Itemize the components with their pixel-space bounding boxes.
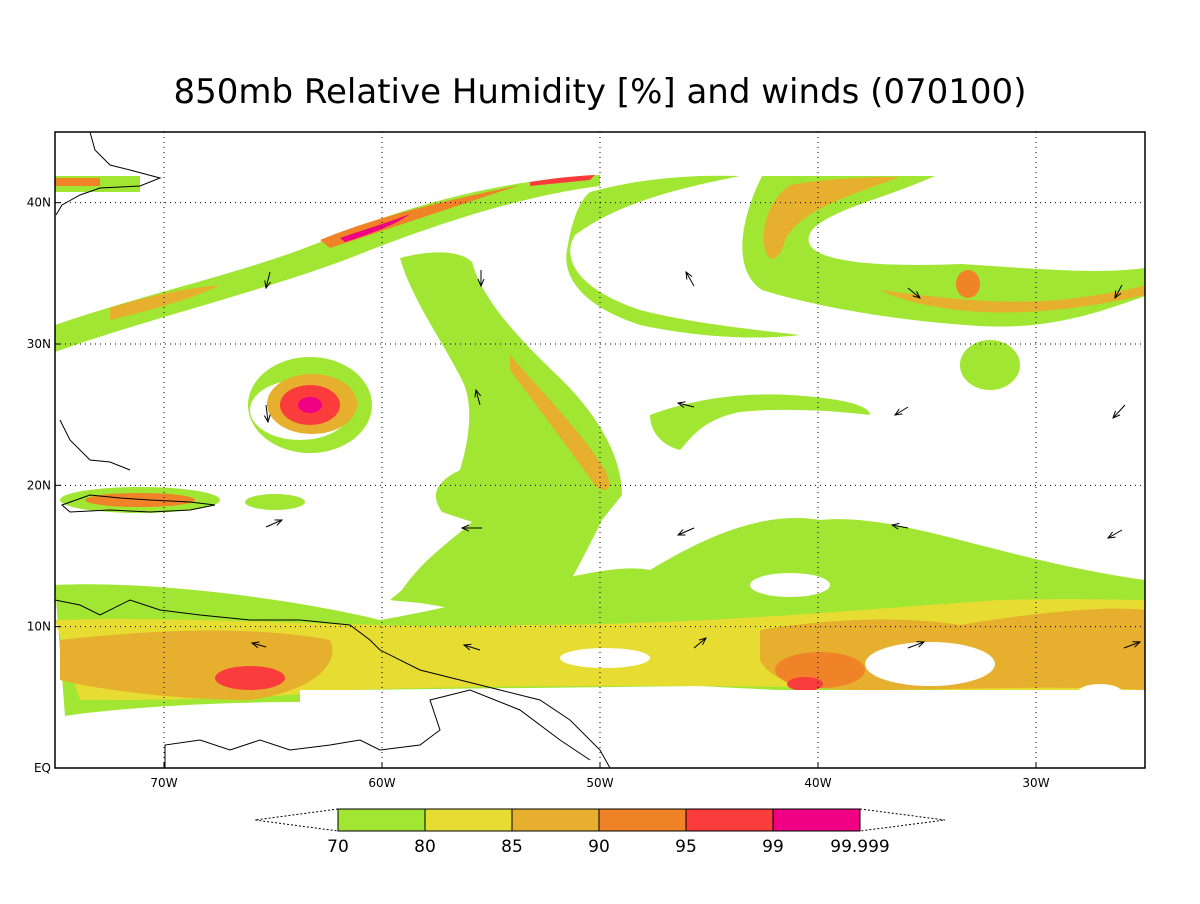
colorbar-segment (337, 808, 426, 832)
contour-hole (750, 573, 830, 597)
contour (960, 340, 1020, 390)
colorbar-segment (598, 808, 687, 832)
contour (880, 285, 1145, 313)
wind-vectors (252, 270, 1140, 651)
wind-arrow (678, 403, 695, 407)
wind-arrow (1123, 642, 1140, 649)
colorbar-label: 85 (501, 837, 523, 857)
coastline (61, 494, 216, 513)
wind-arrow (1113, 404, 1126, 418)
wind-arrow (266, 271, 270, 288)
contour (55, 178, 100, 186)
hurricane-eye (298, 397, 322, 413)
wind-arrow (1108, 529, 1123, 538)
colorbar-extension (254, 808, 339, 832)
colorbar-label: 99 (762, 837, 784, 857)
wind-arrow (892, 525, 909, 528)
map-ticks: 70W 60W 50W 40W 30W EQ 10N 20N 30N 40N (27, 132, 1145, 790)
contour-hole (865, 642, 995, 686)
wind-arrow (265, 520, 282, 528)
contour (55, 175, 600, 352)
contour (650, 394, 870, 450)
y-tick-label: 40N (27, 196, 51, 210)
no-data (300, 690, 1145, 716)
colorbar-label: 95 (675, 837, 697, 857)
wind-arrow (907, 642, 924, 649)
colorbar-label: 90 (588, 837, 610, 857)
contour (340, 214, 410, 242)
colorbar-label: 70 (327, 837, 349, 857)
contour (390, 252, 622, 622)
contour (742, 176, 1145, 327)
coastline (55, 599, 611, 768)
wind-arrow (678, 527, 695, 535)
coastlines (55, 132, 611, 768)
wind-arrow (686, 272, 695, 287)
coastline (164, 689, 591, 768)
wind-arrow (252, 643, 267, 647)
y-tick-label: 10N (27, 620, 51, 634)
humidity-field (55, 175, 1145, 768)
wind-arrow (1115, 284, 1123, 298)
contour (510, 355, 610, 490)
contour (763, 177, 900, 259)
x-tick-label: 40W (804, 776, 831, 790)
contour (110, 285, 220, 320)
map-title: 850mb Relative Humidity [%] and winds (0… (174, 72, 1027, 112)
x-tick-label: 50W (586, 776, 613, 790)
x-tick-label: 30W (1022, 776, 1049, 790)
y-tick-label: 20N (27, 478, 51, 492)
colorbar-segment (424, 808, 513, 832)
colorbar-label: 80 (414, 837, 436, 857)
contour-hole (560, 648, 650, 668)
contour (85, 493, 195, 507)
colorbar-extension (859, 808, 946, 832)
colorbar-segment (772, 808, 861, 832)
colorbar-segment (685, 808, 774, 832)
colorbar-label: 99.999 (830, 837, 889, 857)
colorbar-segment (511, 808, 600, 832)
coastline (55, 132, 162, 216)
x-tick-label: 70W (150, 776, 177, 790)
contour (215, 666, 285, 690)
wind-arrow (895, 406, 909, 415)
wind-arrow (464, 645, 481, 651)
colorbar: 70 80 85 90 95 99 99.999 (254, 808, 946, 857)
contour (245, 494, 305, 510)
y-tick-label: 30N (27, 337, 51, 351)
contour (530, 175, 595, 186)
y-tick-label: EQ (34, 761, 51, 775)
wind-arrow (476, 390, 480, 406)
coastline (59, 419, 131, 471)
contour (787, 677, 823, 691)
contour (956, 270, 980, 298)
x-tick-label: 60W (368, 776, 395, 790)
wind-arrow (266, 404, 268, 422)
wind-arrow (907, 287, 920, 298)
wind-arrow (693, 638, 706, 649)
